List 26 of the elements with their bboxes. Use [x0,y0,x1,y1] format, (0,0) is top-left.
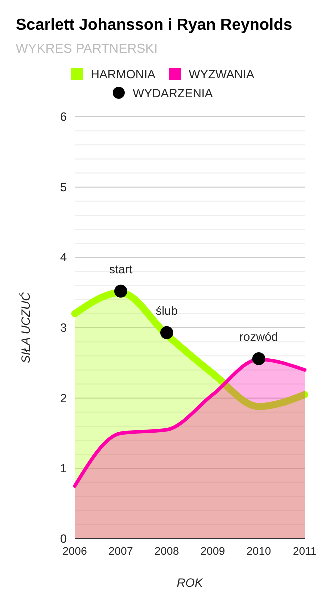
legend-label: HARMONIA [91,68,156,82]
y-axis-title: SIŁA UCZUĆ [19,292,33,364]
y-tick-label: 4 [60,250,68,265]
x-axis-title: ROK [176,576,204,590]
y-tick-label: 5 [60,180,68,194]
point [114,284,128,298]
x-tick-label: 2008 [154,546,180,558]
chart-subtitle: WYKRES PARTNERSKI [16,41,158,56]
x-tick-label: 2006 [62,546,88,558]
annotation: ślub [156,304,178,318]
annotation: rozwód [240,330,278,344]
y-tick-label: 1 [60,462,68,476]
point [160,326,174,340]
x-tick-label: 2011 [293,546,317,558]
y-tick-label: 0 [60,532,68,546]
x-tick-label: 2007 [108,546,134,558]
x-tick-label: 2010 [246,546,272,558]
point [252,352,266,366]
y-tick-label: 6 [60,110,68,124]
y-tick-label: 3 [60,321,68,335]
x-tick-label: 2009 [200,546,226,558]
y-tick-label: 2 [60,391,68,406]
legend-label: WYZWANIA [189,68,255,82]
chart-title: Scarlett Johansson i Ryan Reynolds [16,17,293,34]
legend-label: WYDARZENIA [133,86,214,100]
annotation: start [109,262,134,276]
